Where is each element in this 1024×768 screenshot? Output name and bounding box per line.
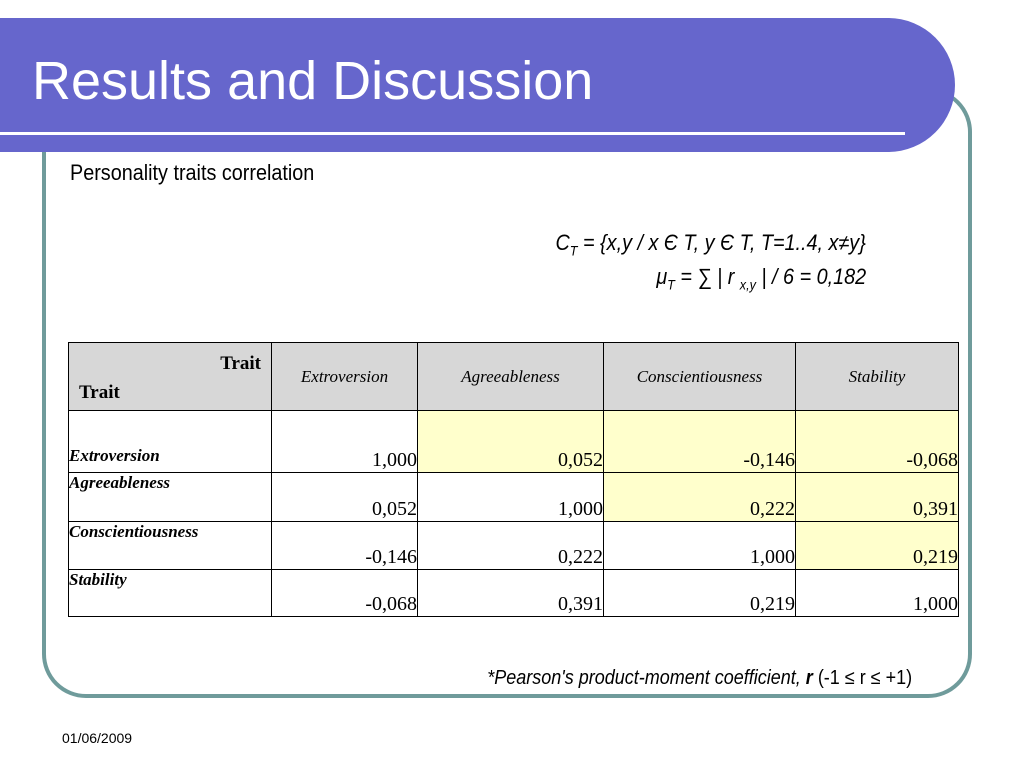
footnote-range: (-1 ≤ r ≤ +1) (812, 667, 912, 689)
row-label: Stability (68, 569, 272, 617)
table-cell: 0,219 (795, 521, 959, 570)
formula-mu-mid: = ∑ | r (674, 264, 740, 289)
table-cell: -0,146 (271, 521, 418, 570)
row-label: Conscientiousness (68, 521, 272, 570)
table-header-row: Trait Trait Extroversion Agreeableness C… (68, 342, 959, 411)
title-bar (0, 18, 955, 152)
footnote-r-symbol: r (805, 667, 813, 689)
table-cell: 0,052 (271, 472, 418, 522)
column-header: Extroversion (271, 342, 418, 411)
formula-ct-body: = {x,y / x Є T, y Є T, T=1..4, x≠y} (577, 230, 866, 255)
table-cell: 0,222 (417, 521, 604, 570)
table-row: Extroversion 1,000 0,052 -0,146 -0,068 (68, 410, 959, 473)
title-underline (0, 132, 905, 135)
table-cell: 0,222 (603, 472, 796, 522)
table-row: Agreeableness 0,052 1,000 0,222 0,391 (68, 472, 959, 522)
formula-mu-body: | / 6 = 0,182 (755, 264, 866, 289)
slide-date: 01/06/2009 (62, 730, 133, 746)
footnote: *Pearson's product-moment coefficient, r… (487, 667, 912, 690)
correlation-table: Trait Trait Extroversion Agreeableness C… (68, 342, 959, 617)
corner-label-top: Trait (220, 353, 261, 374)
column-header: Stability (795, 342, 959, 411)
formula-mu: μT = ∑ | r x,y | / 6 = 0,182 (656, 264, 866, 292)
slide-subtitle: Personality traits correlation (70, 160, 315, 185)
row-label: Extroversion (68, 410, 272, 473)
table-cell: -0,068 (795, 410, 959, 473)
table-corner-cell: Trait Trait (68, 342, 272, 411)
slide-title: Results and Discussion (32, 51, 594, 111)
table-cell: 1,000 (795, 569, 959, 617)
table-cell: 0,391 (417, 569, 604, 617)
footnote-text: *Pearson's product-moment coefficient, (487, 667, 806, 689)
table-cell: 0,219 (603, 569, 796, 617)
formula-ct-symbol: C (555, 230, 570, 255)
table-cell: -0,146 (603, 410, 796, 473)
table-row: Stability -0,068 0,391 0,219 1,000 (68, 569, 959, 617)
formula-ct-sub: T (569, 242, 578, 259)
table-cell: 1,000 (271, 410, 418, 473)
table-row: Conscientiousness -0,146 0,222 1,000 0,2… (68, 521, 959, 570)
column-header: Agreeableness (417, 342, 604, 411)
formula-mu-sub: T (666, 276, 675, 293)
corner-label-bottom: Trait (79, 382, 120, 403)
column-header: Conscientiousness (603, 342, 796, 411)
formula-mu-sub2: x,y (739, 276, 756, 293)
table-cell: 0,391 (795, 472, 959, 522)
formula-mu-symbol: μ (656, 264, 667, 289)
table-cell: 0,052 (417, 410, 604, 473)
table-cell: -0,068 (271, 569, 418, 617)
row-label: Agreeableness (68, 472, 272, 522)
table-cell: 1,000 (417, 472, 604, 522)
formula-ct: CT = {x,y / x Є T, y Є T, T=1..4, x≠y} (556, 230, 866, 258)
table-cell: 1,000 (603, 521, 796, 570)
